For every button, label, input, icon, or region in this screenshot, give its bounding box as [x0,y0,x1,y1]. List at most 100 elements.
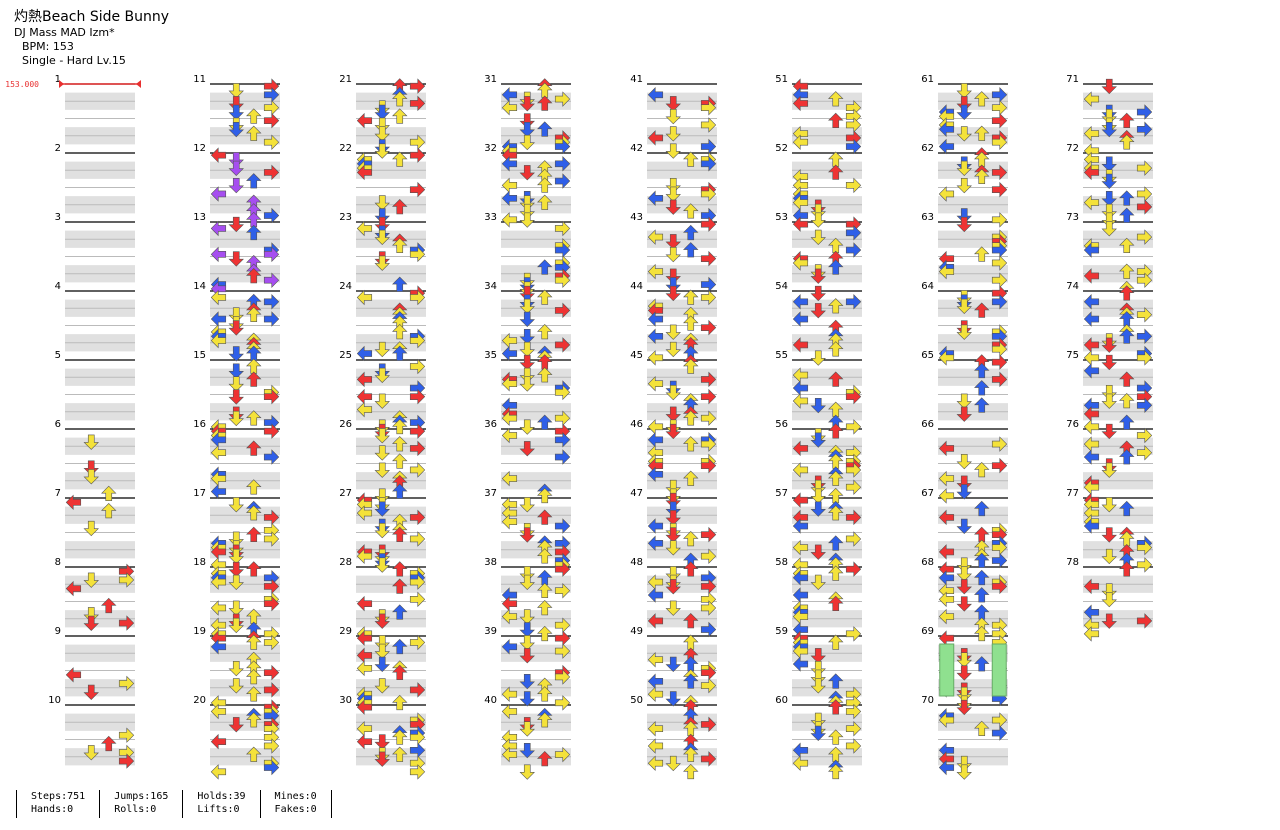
step-arrow [246,479,262,495]
step-arrow [356,630,373,646]
measure-number: 41 [630,74,643,85]
measure-number: 6 [55,419,61,430]
step-arrow [828,91,844,107]
step-arrow [1136,350,1153,366]
step-arrow [647,535,664,552]
step-arrow [392,237,408,254]
step-arrow [228,376,244,392]
step-arrow [828,259,844,275]
step-arrow [501,513,518,530]
step-arrow [537,121,553,137]
measure-number: 63 [921,212,934,223]
step-arrow [991,371,1008,388]
step-arrow [1101,385,1117,401]
step-arrow [83,434,99,450]
step-arrow [956,484,972,500]
step-arrow [519,635,535,651]
step-arrow [665,109,681,125]
measure-number: 39 [484,626,497,637]
step-arrow [519,419,535,435]
step-arrow [519,311,535,327]
measure-number: 75 [1066,350,1079,361]
step-arrow [792,294,809,310]
step-arrow [374,445,390,461]
step-arrow [263,164,280,181]
step-arrow [938,121,955,138]
step-arrow [246,634,262,650]
step-arrow [938,630,955,646]
measure-number: 58 [775,557,788,568]
step-arrow [700,99,717,116]
measure-number: 9 [55,626,61,637]
step-arrow [665,277,681,293]
song-bpm: BPM: 153 [22,40,74,53]
step-arrow [83,615,99,631]
step-arrow [700,751,717,767]
step-arrow [810,397,826,414]
step-arrow [845,720,862,737]
step-arrow [409,440,426,457]
step-arrow [938,350,955,366]
step-arrow [356,164,373,181]
step-arrow [828,729,844,745]
step-arrow [700,677,717,694]
step-arrow [700,457,717,474]
step-arrow [1119,207,1135,223]
step-arrow [392,436,408,452]
step-arrow [792,492,809,508]
step-arrow [647,375,664,392]
step-arrow [118,753,135,769]
step-arrow [1101,203,1117,220]
step-chart: 1234567891011121314151617181920212223242… [5,74,1153,780]
measure-number: 60 [775,695,788,706]
measure-number: 19 [193,626,206,637]
step-arrow [665,755,681,772]
step-arrow [1119,449,1135,465]
step-arrow [665,540,681,556]
step-arrow [519,764,535,780]
step-arrow [991,294,1008,310]
step-arrow [228,548,244,565]
step-arrow [409,147,426,163]
step-arrow [1119,371,1135,387]
step-arrow [938,470,955,487]
step-arrow [409,388,426,405]
step-arrow [519,165,535,181]
step-arrow [356,505,373,521]
step-arrow [519,648,535,664]
step-arrow [228,561,244,578]
step-arrow [665,501,681,517]
measure-number: 7 [55,488,61,499]
step-arrow [1101,592,1117,608]
measure-number: 52 [775,143,788,154]
step-arrow [647,190,664,207]
step-arrow [246,173,262,189]
step-arrow [647,686,664,702]
step-arrow [1101,462,1117,478]
step-arrow [1083,350,1100,366]
step-arrow [228,617,244,634]
step-arrow [392,664,408,680]
step-arrow [519,328,535,345]
step-arrow [554,337,571,353]
measure-number: 48 [630,557,643,568]
step-arrow [501,156,518,172]
step-arrow [392,108,408,124]
step-arrow [392,198,408,215]
freeze-hold [991,643,1007,697]
step-arrow [554,746,571,763]
step-arrow [956,406,972,422]
step-arrow [65,667,82,683]
step-arrow [700,156,717,172]
step-arrow [665,656,681,672]
step-arrow [554,582,571,599]
measure-number: 56 [775,419,788,430]
step-arrow [501,177,518,194]
step-arrow [356,699,373,715]
step-arrow [810,268,826,284]
measure-number: 72 [1066,143,1079,154]
step-arrow [647,651,664,668]
step-arrow [537,487,553,504]
step-arrow [956,104,972,120]
stat-lifts: Lifts:0 [197,804,240,815]
